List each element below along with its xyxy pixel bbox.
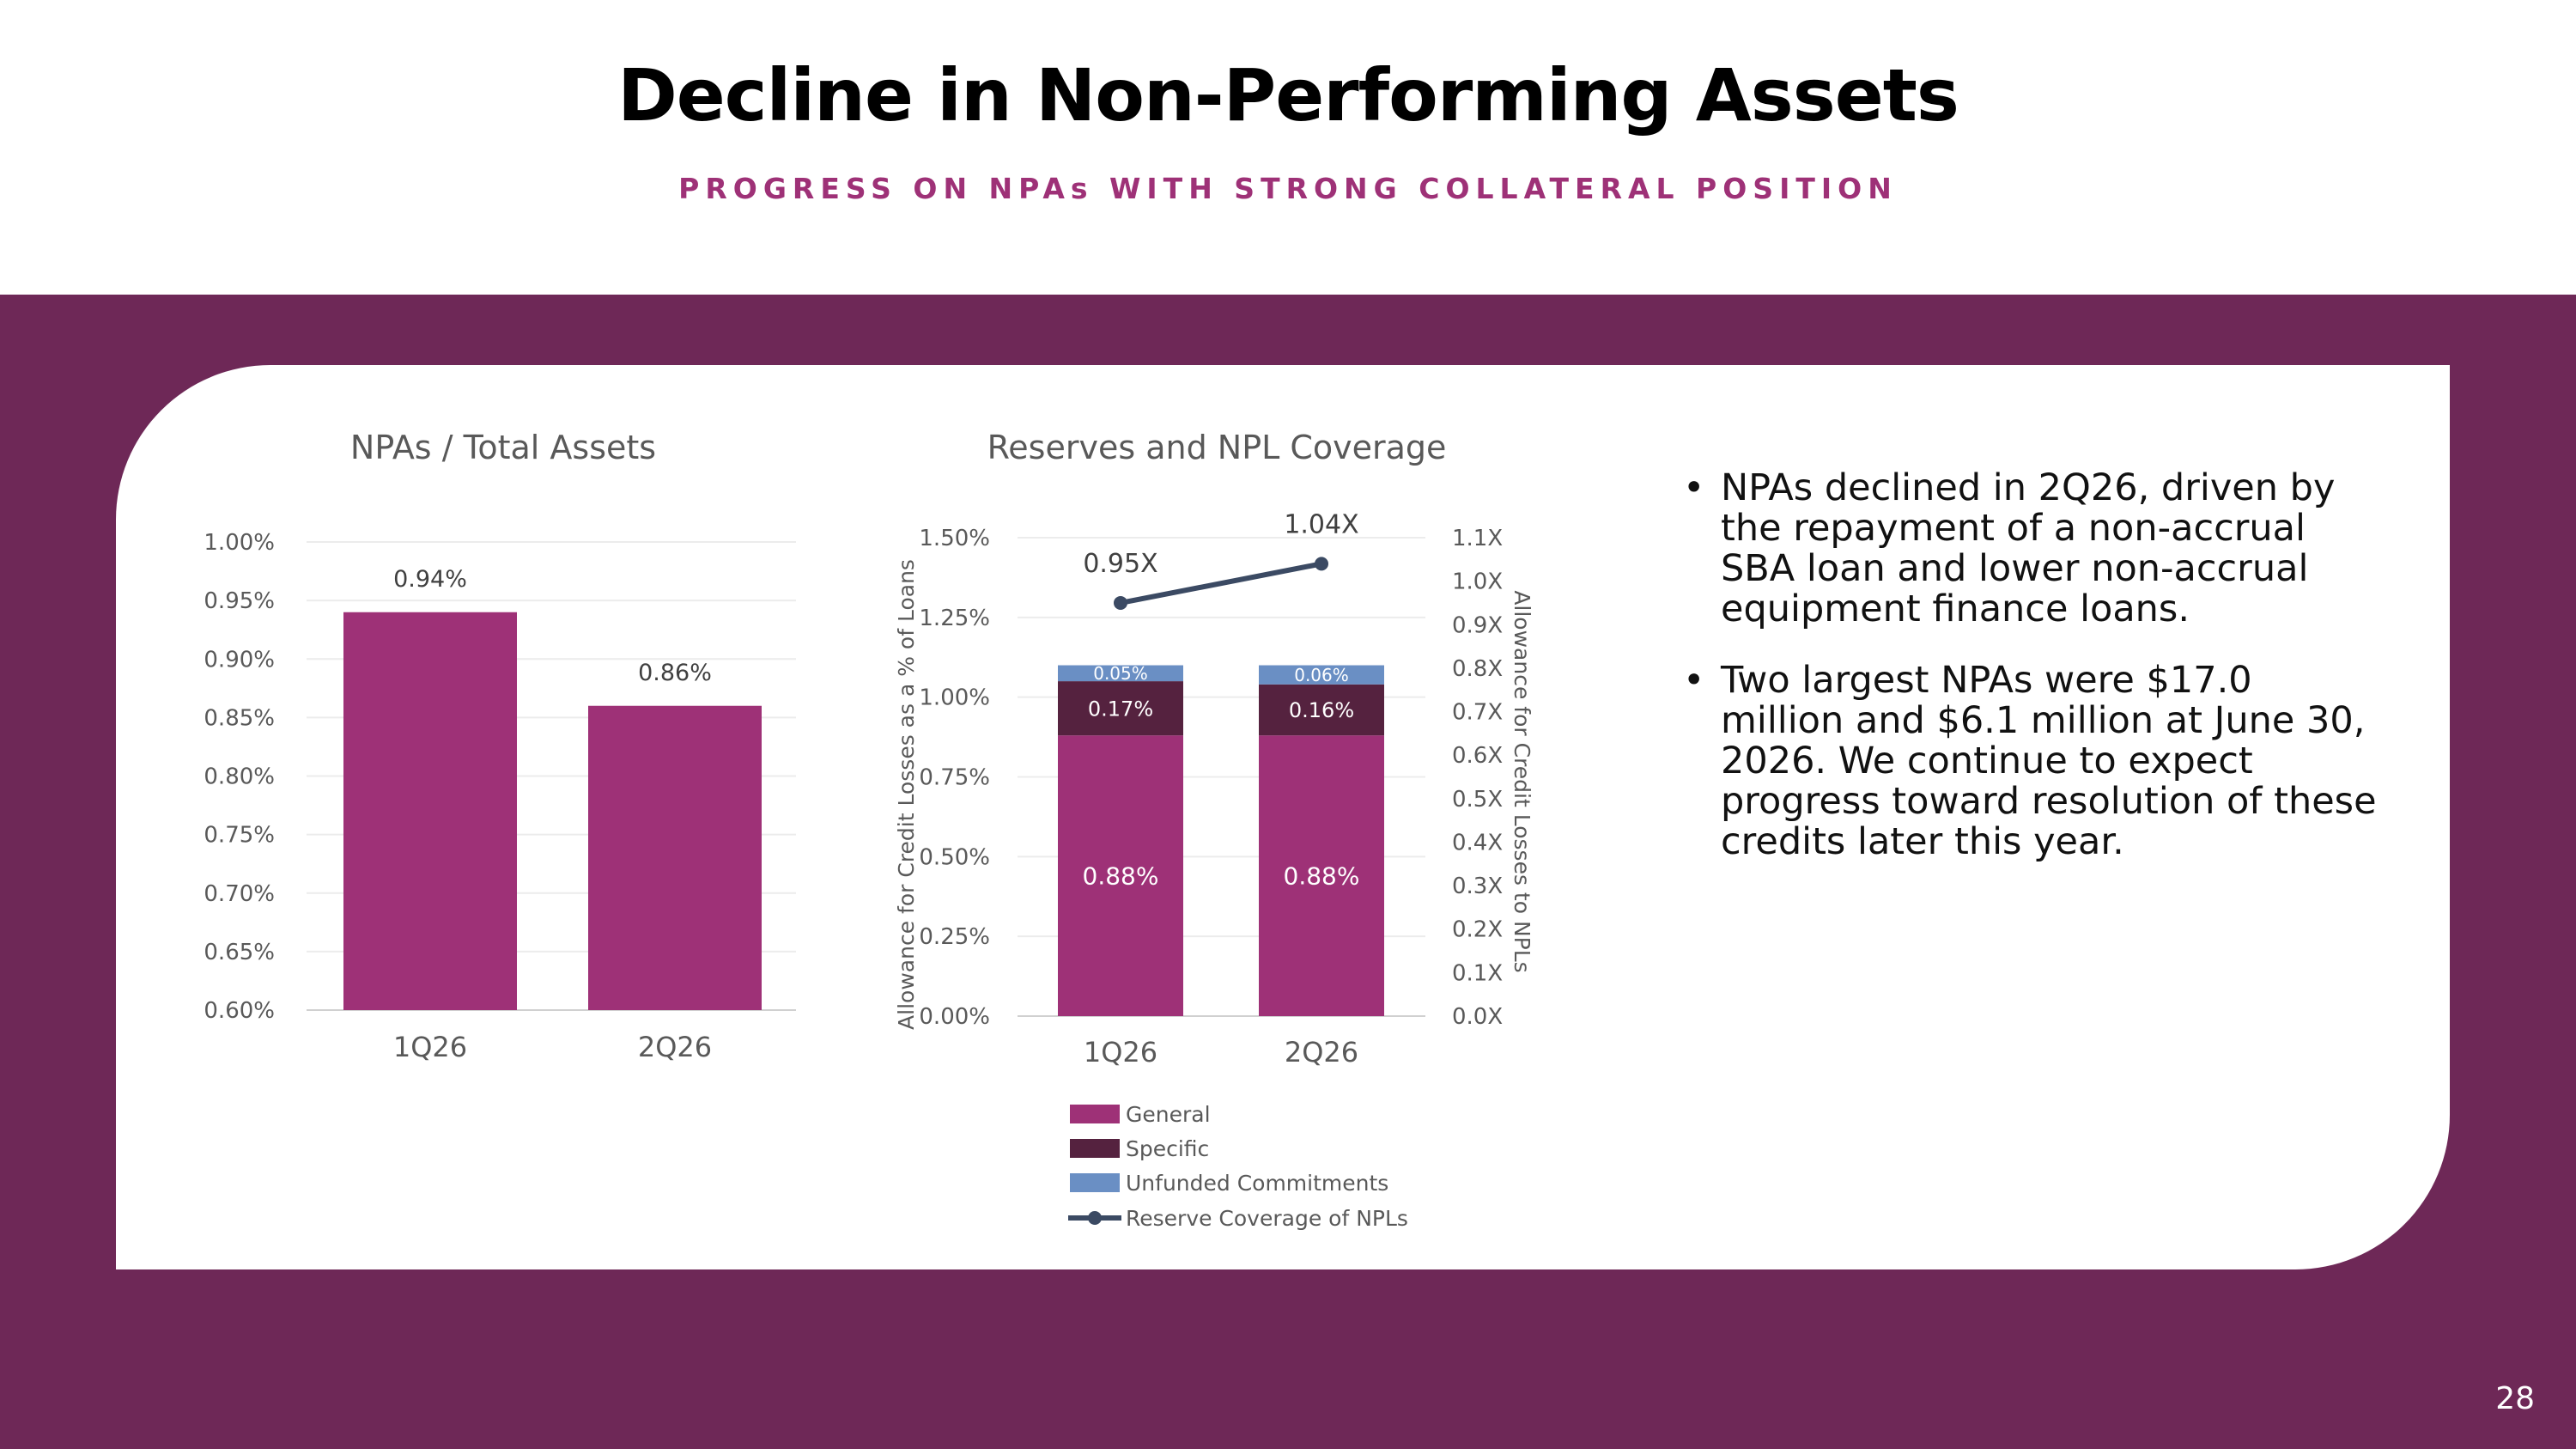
coverage-point <box>1114 595 1127 610</box>
y-tick-label: 1.00% <box>204 530 275 556</box>
x-tick-label: 2Q26 <box>638 1031 712 1063</box>
bar-segment-general <box>1259 735 1384 1016</box>
data-label: 0.88% <box>1083 862 1159 891</box>
bar-2Q26 <box>588 705 762 1010</box>
x-tick-label: 1Q26 <box>393 1031 467 1063</box>
legend-label: Specific <box>1126 1136 1209 1161</box>
y-tick-label: 0.80% <box>204 764 275 790</box>
legend-swatch <box>1070 1105 1120 1123</box>
bullet-text: Two largest NPAs were $17.0 million and … <box>1721 659 2377 863</box>
commentary-bullets: • NPAs declined in 2Q26, driven by the re… <box>1676 468 2380 893</box>
bullet-dot-icon: • <box>1683 659 1705 702</box>
bar-1Q26 <box>343 612 517 1010</box>
y2-tick-label: 0.0X <box>1452 1004 1503 1030</box>
chart-title: Reserves and NPL Coverage <box>987 429 1447 466</box>
y-tick-label: 0.60% <box>204 998 275 1024</box>
legend-label: General <box>1126 1102 1211 1127</box>
bullet-item: • NPAs declined in 2Q26, driven by the re… <box>1676 468 2380 630</box>
bullet-dot-icon: • <box>1683 466 1705 509</box>
y2-tick-label: 1.0X <box>1452 569 1503 595</box>
y2-tick-label: 0.5X <box>1452 787 1503 813</box>
data-label: 0.17% <box>1088 697 1153 721</box>
y2-tick-label: 0.1X <box>1452 960 1503 986</box>
legend-marker <box>1088 1211 1102 1225</box>
coverage-point <box>1315 557 1328 571</box>
legend-swatch <box>1070 1173 1120 1192</box>
page-number: 28 <box>2495 1381 2535 1416</box>
bar-segment-unfunded-commitments <box>1058 665 1183 682</box>
y-tick-label: 1.00% <box>919 685 990 711</box>
bullet-text: NPAs declined in 2Q26, driven by the rep… <box>1721 466 2336 630</box>
legend-label: Unfunded Commitments <box>1126 1171 1388 1196</box>
y2-tick-label: 0.6X <box>1452 743 1503 769</box>
data-label: 0.94% <box>393 566 467 593</box>
coverage-line <box>1120 561 1322 606</box>
bar-segment-general <box>1058 735 1183 1016</box>
bar-segment-specific <box>1259 684 1384 736</box>
x-tick-label: 1Q26 <box>1084 1036 1157 1068</box>
chart-title: NPAs / Total Assets <box>350 429 656 466</box>
y-tick-label: 0.95% <box>204 588 275 614</box>
data-label: 0.88% <box>1284 862 1360 891</box>
y2-tick-label: 0.2X <box>1452 917 1503 943</box>
y2-tick-label: 0.3X <box>1452 874 1503 899</box>
y2-tick-label: 0.8X <box>1452 656 1503 682</box>
y-axis-label: Allowance for Credit Losses as a % of Lo… <box>894 559 919 1030</box>
y-tick-label: 0.70% <box>204 881 275 907</box>
y-tick-label: 1.50% <box>919 526 990 551</box>
y-tick-label: 0.65% <box>204 940 275 965</box>
legend-label: Reserve Coverage of NPLs <box>1126 1206 1408 1231</box>
data-label: 0.16% <box>1289 698 1354 722</box>
x-tick-label: 2Q26 <box>1285 1036 1358 1068</box>
y-tick-label: 0.25% <box>919 924 990 950</box>
slide-subtitle: PROGRESS ON NPAs WITH STRONG COLLATERAL … <box>678 172 1898 205</box>
y2-tick-label: 0.4X <box>1452 830 1503 855</box>
legend-swatch <box>1070 1139 1120 1158</box>
y2-tick-label: 1.1X <box>1452 526 1503 551</box>
y-tick-label: 0.85% <box>204 705 275 731</box>
npas-total-assets-chart: NPAs / Total Assets 0.60% 0.65% 0.70% 0.75%… <box>204 429 796 1063</box>
data-label: 0.06% <box>1294 665 1349 685</box>
bar-segment-unfunded-commitments <box>1259 665 1384 685</box>
y-tick-label: 0.50% <box>919 844 990 870</box>
y2-tick-label: 0.7X <box>1452 700 1503 726</box>
y-tick-label: 1.25% <box>919 606 990 631</box>
y-tick-label: 0.75% <box>204 823 275 849</box>
bullet-item: • Two largest NPAs were $17.0 million and… <box>1676 661 2380 862</box>
data-label: 1.04X <box>1284 509 1358 539</box>
y-tick-label: 0.90% <box>204 647 275 673</box>
slide-title: Decline in Non-Performing Assets <box>617 53 1959 137</box>
y2-tick-label: 0.9X <box>1452 612 1503 638</box>
y-tick-label: 0.00% <box>919 1004 990 1030</box>
data-label: 0.95X <box>1083 549 1157 579</box>
reserves-npl-coverage-chart: Reserves and NPL Coverage 0.00% 0.25% 0.50… <box>894 429 1534 1231</box>
data-label: 0.86% <box>638 660 712 686</box>
data-label: 0.05% <box>1093 663 1148 684</box>
bar-segment-specific <box>1058 681 1183 736</box>
y-tick-label: 0.75% <box>919 765 990 791</box>
y2-axis-label: Allowance for Credit Losses to NPLs <box>1510 590 1534 972</box>
